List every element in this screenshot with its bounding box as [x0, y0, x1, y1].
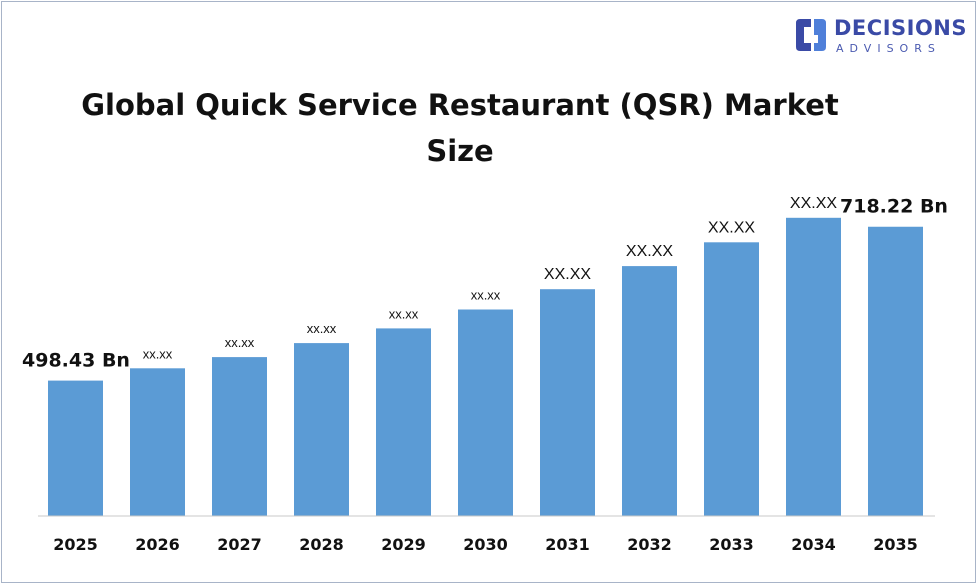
- bar-2028: [294, 343, 349, 516]
- value-label-2033: XX.XX: [708, 219, 755, 236]
- x-tick-label-2032: 2032: [627, 535, 672, 554]
- value-label-2035: 718.22 Bn: [840, 196, 948, 218]
- x-tick-label-2028: 2028: [299, 535, 344, 554]
- bar-2033: [704, 242, 759, 517]
- bar-2035: [868, 226, 923, 516]
- chart-title: Global Quick Service Restaurant (QSR) Ma…: [81, 88, 839, 168]
- value-label-2026: xx.xx: [143, 346, 173, 361]
- value-label-2027: xx.xx: [225, 335, 255, 350]
- x-tick-label-2035: 2035: [873, 535, 918, 554]
- x-tick-label-2025: 2025: [53, 535, 98, 554]
- bar-2030: [458, 309, 513, 516]
- x-tick-label-2033: 2033: [709, 535, 754, 554]
- value-label-2029: xx.xx: [389, 306, 419, 321]
- value-label-2031: XX.XX: [544, 266, 591, 283]
- x-tick-label-2027: 2027: [217, 535, 262, 554]
- value-label-2030: xx.xx: [471, 288, 501, 303]
- bar-2032: [622, 266, 677, 516]
- value-label-2028: xx.xx: [307, 321, 337, 336]
- logo-word-decisions: DECISIONS: [834, 16, 967, 40]
- logo-mark-icon: [796, 19, 826, 51]
- value-label-2034: XX.XX: [790, 195, 837, 212]
- value-labels-group: 498.43 Bn xx.xx xx.xx xx.xx xx.xx xx.xx XX.XX X…: [22, 195, 948, 372]
- value-label-2032: XX.XX: [626, 243, 673, 260]
- bars-group: [48, 217, 923, 517]
- bar-2027: [212, 357, 267, 516]
- bar-2034: [786, 217, 841, 517]
- x-tick-label-2026: 2026: [135, 535, 180, 554]
- bar-2029: [376, 328, 431, 516]
- bar-2026: [130, 368, 185, 516]
- x-tick-label-2031: 2031: [545, 535, 590, 554]
- x-tick-labels-group: 2025 2026 2027 2028 2029 2030 2031 2032 2033 2034…: [53, 535, 918, 554]
- value-label-2025: 498.43 Bn: [22, 350, 130, 372]
- decisions-advisors-logo: DECISIONS ADVISORS: [794, 14, 967, 58]
- bar-2031: [540, 289, 595, 516]
- bar-2025: [48, 380, 103, 516]
- x-tick-label-2034: 2034: [791, 535, 836, 554]
- x-tick-label-2030: 2030: [463, 535, 508, 554]
- x-tick-label-2029: 2029: [381, 535, 426, 554]
- logo-word-advisors: ADVISORS: [836, 42, 941, 55]
